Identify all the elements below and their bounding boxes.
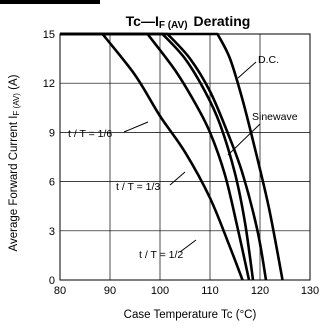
y-axis-ticks: 0 3 6 9 12 15 [43, 29, 55, 287]
series-line [60, 32, 284, 281]
y-tick-label: 15 [43, 29, 55, 41]
annotation-dc: D.C. [258, 54, 279, 66]
annotation-leader [237, 61, 257, 79]
y-tick-label: 0 [49, 275, 55, 287]
chart-title: Tc—IF (AV) Derating [126, 13, 251, 31]
annotation-t-1-2: t / T = 1/2 [139, 249, 183, 261]
series-line [60, 32, 244, 281]
series-line [60, 32, 251, 281]
y-tick-label: 12 [43, 78, 55, 90]
grid [60, 34, 310, 280]
y-tick-label: 9 [49, 127, 55, 139]
x-tick-label: 120 [251, 285, 269, 297]
annotation-leaders [123, 61, 261, 253]
y-axis-title: Average Forward Current IF (AV) (A) [8, 74, 21, 251]
series-group [60, 32, 284, 281]
x-tick-label: 110 [201, 285, 219, 297]
annotation-leader [169, 171, 186, 186]
annotation-t-1-6: t / T = 1/6 [68, 128, 112, 140]
series-line [60, 32, 255, 281]
x-axis-ticks: 80 90 100 110 120 130 [54, 285, 319, 297]
annotation-leader [227, 123, 261, 156]
annotation-sinewave: Sinewave [252, 111, 298, 123]
header-bar [0, 0, 100, 4]
y-tick-label: 6 [49, 177, 55, 189]
x-tick-label: 80 [54, 285, 66, 297]
x-tick-label: 90 [104, 285, 116, 297]
annotation-leader [123, 121, 149, 133]
annotation-t-1-3: t / T = 1/3 [116, 181, 160, 193]
series-line [60, 32, 268, 281]
x-axis-title: Case Temperature Tc (°C) [124, 309, 257, 321]
y-tick-label: 3 [49, 226, 55, 238]
annotation-leader [179, 239, 197, 253]
x-tick-label: 100 [151, 285, 169, 297]
plot-frame [59, 33, 311, 281]
x-tick-label: 130 [301, 285, 319, 297]
